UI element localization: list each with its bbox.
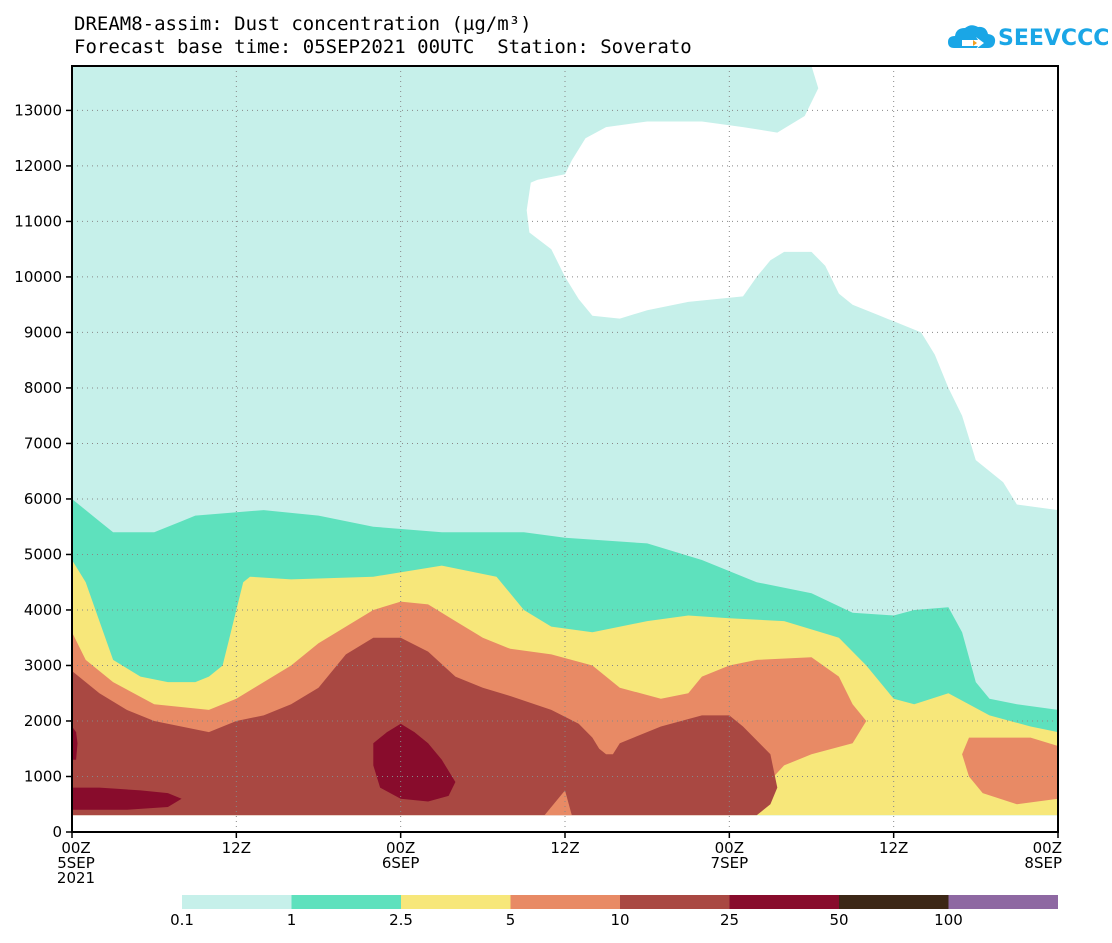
y-tick-label-6000: 6000 [24, 490, 62, 508]
logo-text: SEEVCCC [998, 26, 1110, 51]
legend-label-1: 1 [287, 911, 297, 929]
x-tick-label-48-1: 7SEP [711, 854, 749, 872]
legend-swatch-5 [729, 895, 839, 909]
chart-subtitle: Forecast base time: 05SEP2021 00UTC Stat… [74, 36, 692, 58]
legend-label-2: 2.5 [389, 911, 413, 929]
x-tick-label-60-0: 12Z [879, 839, 908, 857]
y-tick-label-2000: 2000 [24, 712, 62, 730]
x-tick-label-0-0: 00Z [61, 839, 90, 857]
legend-swatch-1 [291, 895, 401, 909]
legend-label-0: 0.1 [170, 911, 194, 929]
y-tick-label-5000: 5000 [24, 545, 62, 563]
below-ground [72, 815, 1058, 832]
x-tick-label-12-0: 12Z [222, 839, 251, 857]
band-25-6 [72, 726, 78, 760]
y-tick-label-9000: 9000 [24, 323, 62, 341]
y-tick-label-0: 0 [52, 823, 62, 841]
cloud-icon [948, 25, 996, 49]
band-25-7 [72, 787, 182, 810]
x-tick-label-48-0: 00Z [715, 839, 744, 857]
y-tick-label-3000: 3000 [24, 656, 62, 674]
y-tick-label-11000: 11000 [14, 212, 62, 230]
y-tick-label-10000: 10000 [14, 268, 62, 286]
y-tick-label-4000: 4000 [24, 601, 62, 619]
x-tick-label-24-1: 6SEP [382, 854, 420, 872]
legend-swatch-6 [839, 895, 949, 909]
band-10-5 [72, 637, 778, 816]
x-tick-label-72-1: 8SEP [1024, 854, 1062, 872]
y-tick-label-8000: 8000 [24, 379, 62, 397]
legend-label-5: 25 [720, 911, 739, 929]
band-5-4 [962, 737, 1058, 805]
legend-swatch-2 [401, 895, 511, 909]
legend-label-6: 50 [829, 911, 848, 929]
x-tick-label-36-0: 12Z [550, 839, 579, 857]
legend-swatch-0 [182, 895, 292, 909]
legend-swatch-4 [620, 895, 730, 909]
seevccc-logo: SEEVCCC [946, 18, 1109, 58]
color-legend: 0.1 1 2.5 5 10 25 50 100 [170, 895, 1058, 929]
y-tick-label-7000: 7000 [24, 434, 62, 452]
x-tick-label-24-0: 00Z [386, 839, 415, 857]
x-tick-label-0-2: 2021 [57, 869, 95, 887]
band-25-8 [373, 723, 456, 802]
y-axis: 0 1000 2000 3000 4000 5000 6000 7000 8000 9000 100… [14, 101, 72, 841]
y-tick-label-12000: 12000 [14, 157, 62, 175]
legend-swatch-3 [510, 895, 620, 909]
legend-label-7: 100 [934, 911, 963, 929]
x-tick-label-0-1: 5SEP [57, 854, 95, 872]
legend-label-3: 5 [506, 911, 516, 929]
concentration-bands [72, 66, 1058, 832]
x-tick-label-72-0: 00Z [1033, 839, 1062, 857]
y-tick-label-13000: 13000 [14, 101, 62, 119]
legend-label-4: 10 [610, 911, 629, 929]
chart-title: DREAM8-assim: Dust concentration (µg/m³) [74, 13, 532, 35]
y-tick-label-1000: 1000 [24, 767, 62, 785]
legend-swatch-7 [948, 895, 1058, 909]
